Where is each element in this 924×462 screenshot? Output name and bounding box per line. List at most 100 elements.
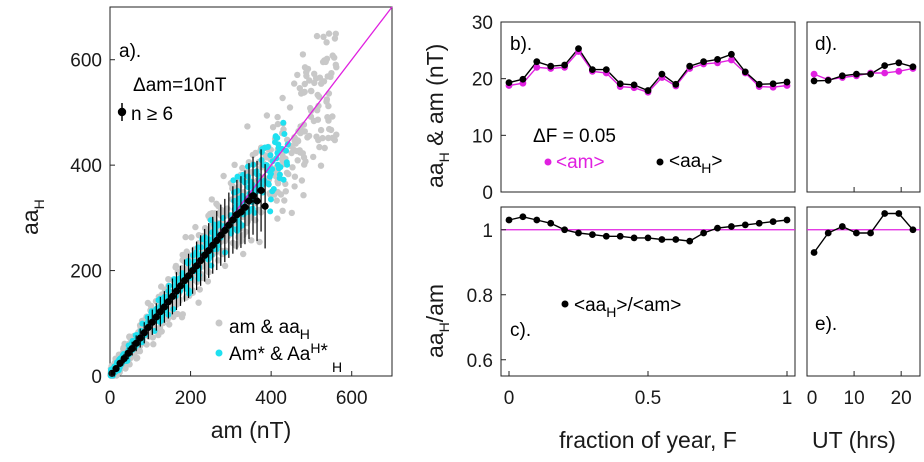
panel-c-y-tick-label: 0.8 [467, 286, 493, 307]
gray-scatter-point [320, 78, 328, 85]
panel-d-series [810, 59, 917, 85]
panel-c-x-tick-label: 0.5 [635, 388, 661, 409]
panel-c-data-point [644, 234, 652, 242]
panel-c-data-point [589, 231, 596, 239]
panel-e-ticks: 0 10 20 [806, 371, 912, 409]
cyan-scatter-point [275, 165, 282, 172]
panel-c-data-point [561, 226, 568, 234]
binned-mean-point [245, 197, 253, 205]
cyan-scatter-point [265, 181, 272, 188]
panel-a-xlabel: am (nT) [211, 417, 292, 443]
gray-scatter-point [314, 91, 321, 99]
panel-c-data-point [714, 224, 721, 232]
panel-b-data-point [575, 45, 582, 53]
gray-scatter-point [206, 210, 214, 218]
binned-mean-point [136, 334, 144, 342]
legend-gray-label: am & aaH [229, 317, 310, 342]
gray-scatter-point [324, 114, 331, 121]
panel-b-data-point [741, 68, 749, 76]
gray-scatter-point [325, 30, 333, 37]
binned-mean-point [209, 241, 217, 249]
gray-scatter-point [221, 262, 229, 270]
panel-a-y-tick-label: 0 [91, 367, 102, 388]
panel-b-annotation: ΔF = 0.05 [533, 126, 616, 147]
gray-scatter-point [294, 71, 301, 79]
panel-b-ticks: 0 10 20 30 [472, 13, 506, 204]
cyan-scatter-point [270, 186, 277, 192]
gray-scatter-point [300, 128, 307, 135]
panel-b-data-point [728, 56, 735, 64]
gray-scatter-point [204, 278, 212, 285]
panel-d-ticks [806, 187, 902, 192]
gray-scatter-point [301, 64, 309, 71]
panel-c-data-point [602, 232, 610, 240]
panel-a-ylabel: aaH [17, 199, 47, 235]
panel-e-data-point [838, 223, 846, 230]
gray-scatter-point [133, 355, 140, 362]
binned-mean-point [112, 365, 120, 373]
gray-scatter-point [299, 51, 307, 58]
panel-c-data-point [547, 219, 555, 227]
panel-c-data-point [783, 216, 791, 224]
gray-scatter-point [289, 164, 296, 171]
binned-mean-point [144, 323, 152, 332]
cyan-scatter-point [267, 152, 274, 159]
binned-mean-point [193, 262, 201, 270]
panel-b-y-tick-label: 20 [472, 70, 493, 91]
panel-e-label: e). [815, 314, 837, 335]
gray-scatter-point [274, 180, 282, 187]
panel-c-series [505, 213, 791, 245]
gray-scatter-point [300, 192, 307, 199]
gray-scatter-point [256, 238, 263, 246]
gray-scatter-point [326, 125, 333, 133]
panel-d-data-point [810, 70, 818, 78]
binned-mean-point [172, 287, 181, 295]
panel-a-x-tick-label: 0 [105, 388, 116, 409]
binned-mean-point [164, 298, 173, 306]
gray-scatter-point [324, 73, 331, 80]
panel-c-data-point [575, 229, 582, 237]
panel-c-data-point [755, 219, 763, 227]
panel-b-data-point [561, 61, 568, 69]
panel-d-data-point [838, 72, 846, 80]
panel-d-data-point [824, 76, 832, 84]
gray-scatter-point [179, 311, 186, 318]
gray-scatter-point [283, 169, 291, 176]
panel-a-n-annotation: n ≥ 6 [131, 104, 173, 125]
gray-scatter-point [240, 250, 247, 258]
gray-scatter-point [331, 136, 338, 144]
panel-d-data-point [881, 62, 889, 70]
panel-b-data-point [644, 87, 652, 94]
binned-mean-point [261, 202, 269, 210]
gray-scatter-point [274, 215, 281, 222]
panel-b: 0 10 20 30 b). ΔF = 0.05 <am> <aaH> aaH & a… [422, 13, 796, 204]
binned-mean-point [188, 266, 197, 275]
panel-c-data-point [519, 213, 527, 221]
gray-scatter-point [329, 113, 336, 120]
panel-c-ylabel: aaH/am [422, 284, 452, 358]
panel-d-data-point [853, 70, 860, 78]
panel-c-ticks: 0.6 0.8 1 0 0.5 1 [467, 221, 793, 409]
cyan-scatter-point [232, 189, 239, 196]
gray-scatter-point [282, 188, 289, 195]
panel-b-data-point [547, 62, 555, 70]
panel-b-data-point [783, 78, 791, 86]
panel-b-data-point [686, 62, 694, 70]
binned-mean-point [120, 355, 128, 363]
cyan-scatter-point [279, 145, 285, 152]
panel-c-data-point [769, 218, 777, 226]
gray-scatter-point [204, 268, 212, 275]
gray-scatter-point [291, 173, 299, 180]
binned-mean-point [128, 344, 136, 353]
legend-cyan-subscript: H [332, 359, 342, 375]
panel-b-data-point [728, 50, 735, 58]
binned-mean-point [257, 186, 265, 195]
binned-mean-point [148, 318, 156, 326]
binned-mean-point [221, 226, 229, 235]
binned-mean-point [229, 216, 237, 224]
gray-scatter-point [144, 299, 152, 307]
gray-scatter-point [316, 143, 323, 151]
panel-c-x-tick-label: 0 [504, 388, 515, 409]
gray-scatter-point [317, 126, 325, 134]
